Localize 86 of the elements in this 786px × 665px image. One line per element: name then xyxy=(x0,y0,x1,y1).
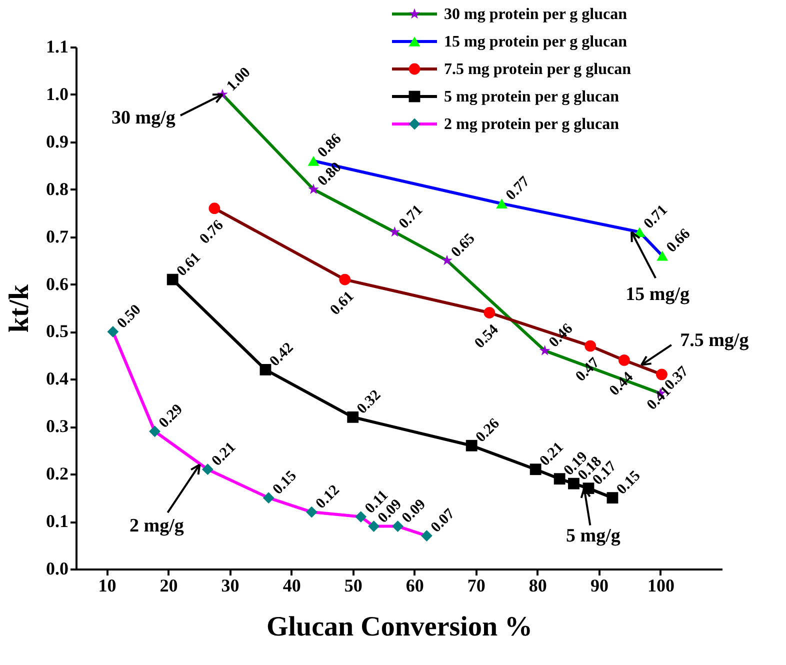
data-label: 0.54 xyxy=(472,321,502,352)
data-label: 0.50 xyxy=(114,302,144,332)
x-tick-label: 90 xyxy=(590,576,608,596)
point xyxy=(149,426,160,438)
data-label: 0.15 xyxy=(270,468,300,498)
point xyxy=(656,250,668,261)
x-tick-label: 60 xyxy=(406,576,424,596)
data-label: 0.12 xyxy=(313,482,343,512)
annotation: 5 mg/g xyxy=(566,525,621,546)
x-tick-label: 80 xyxy=(528,576,547,596)
data-label: 0.44 xyxy=(606,368,637,400)
data-label: 0.15 xyxy=(614,468,644,498)
point xyxy=(368,520,380,532)
point xyxy=(262,492,274,504)
point xyxy=(466,440,478,452)
point xyxy=(202,464,214,476)
point xyxy=(339,274,351,286)
x-tick-label: 10 xyxy=(98,576,116,596)
data-label: 0.47 xyxy=(572,354,604,385)
point xyxy=(107,326,119,338)
point xyxy=(606,492,618,504)
y-tick-label: 0.9 xyxy=(46,131,68,152)
point xyxy=(539,345,550,356)
point xyxy=(442,254,452,266)
point xyxy=(584,340,596,352)
y-tick-label: 1.0 xyxy=(46,84,68,104)
data-label: 0.80 xyxy=(314,159,345,190)
point xyxy=(389,226,400,237)
point xyxy=(347,411,359,423)
y-tick-label: 0.0 xyxy=(46,558,68,578)
y-tick-label: 0.8 xyxy=(46,178,68,199)
y-tick-label: 0.2 xyxy=(46,464,68,484)
x-tick-label: 40 xyxy=(282,576,301,596)
data-label: 0.77 xyxy=(503,173,534,204)
point xyxy=(260,364,272,376)
point xyxy=(355,511,367,522)
y-axis-title: kt/k xyxy=(4,284,35,333)
y-tick-label: 0.5 xyxy=(46,321,68,342)
x-tick-label: 70 xyxy=(467,576,486,596)
annotation: 2 mg/g xyxy=(129,516,184,537)
legend-label: 2 mg protein per g glucan xyxy=(444,116,620,133)
point xyxy=(208,202,220,214)
data-label: 0.07 xyxy=(428,506,458,536)
data-label: 0.42 xyxy=(266,340,297,370)
y-tick-label: 1.1 xyxy=(46,36,68,56)
data-label: 0.26 xyxy=(473,415,504,446)
x-axis-title: Glucan Conversion % xyxy=(266,612,533,642)
point xyxy=(420,530,432,542)
legend-label: 15 mg protein per g glucan xyxy=(444,34,628,50)
data-label: 0.71 xyxy=(396,202,426,232)
point xyxy=(568,478,580,490)
annotation: 7.5 mg/g xyxy=(680,330,750,351)
point xyxy=(306,506,318,518)
y-tick-label: 0.7 xyxy=(46,226,68,246)
point xyxy=(530,464,542,476)
data-label: 0.32 xyxy=(354,387,384,418)
point xyxy=(308,156,320,166)
y-tick-label: 0.1 xyxy=(46,511,68,532)
data-label: 0.46 xyxy=(546,320,576,351)
legend-label: 7.5 mg protein per g glucan xyxy=(444,61,632,78)
data-label: 0.61 xyxy=(327,288,358,318)
point xyxy=(618,354,630,366)
data-label: 0.65 xyxy=(448,230,478,261)
y-tick-label: 0.6 xyxy=(46,274,68,294)
data-label: 0.21 xyxy=(209,439,239,470)
point xyxy=(496,198,508,209)
point xyxy=(484,307,496,318)
data-label: 0.61 xyxy=(174,250,204,280)
data-label: 0.29 xyxy=(156,402,186,432)
x-tick-label: 30 xyxy=(221,576,240,596)
data-label: 0.76 xyxy=(196,217,228,248)
annotation: 30 mg/g xyxy=(111,107,176,128)
point xyxy=(554,473,566,485)
point xyxy=(308,184,319,194)
x-tick-label: 20 xyxy=(160,576,178,596)
y-tick-label: 0.4 xyxy=(46,368,68,389)
legend-label: 5 mg protein per g glucan xyxy=(444,88,620,106)
point xyxy=(166,274,178,286)
legend-label: 30 mg protein per g glucan xyxy=(444,6,628,23)
y-tick-label: 0.3 xyxy=(46,416,68,436)
x-tick-label: 100 xyxy=(647,576,674,596)
data-label: 1.00 xyxy=(224,64,254,94)
annotation: 15 mg/g xyxy=(626,284,690,306)
data-label: 0.09 xyxy=(399,496,430,526)
x-tick-label: 50 xyxy=(344,576,362,596)
data-label: 0.86 xyxy=(314,130,346,161)
